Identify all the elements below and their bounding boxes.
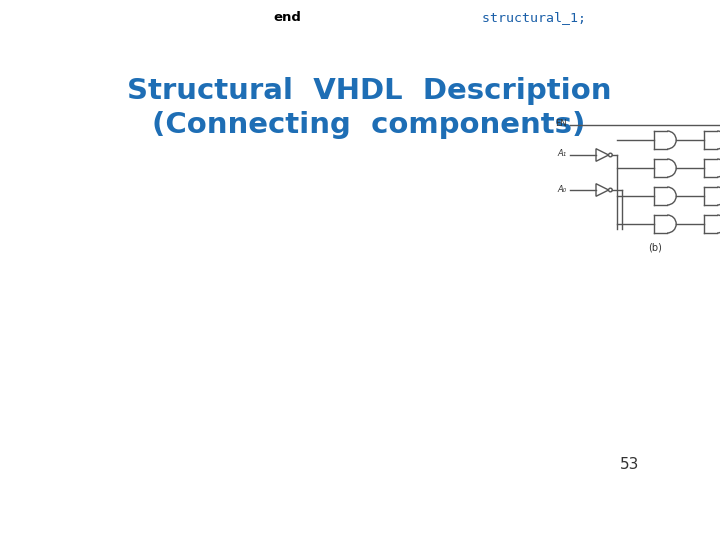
Text: 53: 53 [620,457,639,472]
Text: (b): (b) [648,243,662,253]
Text: A₀: A₀ [558,185,567,193]
Text: structural_1;: structural_1; [474,11,586,24]
Text: end: end [274,11,302,24]
Text: EN: EN [555,119,567,129]
Text: A₁: A₁ [558,150,567,159]
Text: (Connecting  components): (Connecting components) [153,111,585,139]
Text: Structural  VHDL  Description: Structural VHDL Description [127,77,611,105]
